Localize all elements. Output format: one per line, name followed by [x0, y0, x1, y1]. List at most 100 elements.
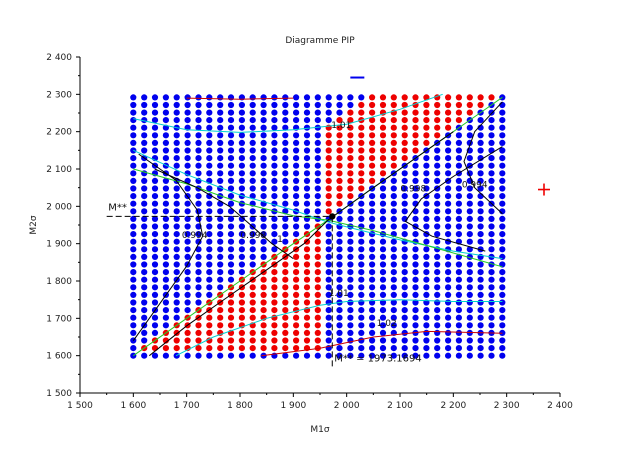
grid-point [488, 208, 495, 215]
grid-point [238, 314, 245, 321]
grid-point [423, 345, 430, 352]
grid-point [379, 345, 387, 352]
grid-point [477, 177, 484, 184]
grid-point [184, 223, 191, 230]
grid-point [217, 269, 224, 276]
grid-point [130, 177, 137, 184]
grid-point [423, 101, 430, 109]
grid-point [282, 193, 289, 200]
grid-point [423, 337, 430, 344]
grid-point [488, 177, 495, 184]
grid-point [249, 132, 256, 139]
grid-point [401, 124, 408, 131]
contour-line [186, 97, 294, 100]
grid-point [369, 139, 376, 146]
grid-point [314, 139, 321, 146]
grid-point [466, 307, 473, 314]
grid-point [314, 352, 321, 359]
grid-point [238, 170, 245, 177]
grid-point [369, 345, 376, 352]
grid-point [423, 117, 430, 124]
grid-point [184, 109, 191, 116]
grid-point [347, 299, 354, 306]
grid-point [477, 269, 484, 276]
grid-point [369, 284, 376, 291]
grid-point [249, 314, 256, 321]
grid-point [347, 193, 354, 200]
grid-point [423, 155, 430, 162]
grid-point [206, 155, 213, 162]
grid-point [336, 231, 343, 238]
grid-point [195, 170, 202, 177]
grid-point [260, 101, 267, 109]
grid-point [434, 299, 441, 306]
x-tick-label: 1 500 [67, 401, 93, 411]
grid-point [412, 299, 419, 306]
grid-point [238, 352, 245, 359]
grid-point [390, 246, 397, 253]
grid-point [412, 261, 419, 268]
grid-point [293, 170, 300, 177]
grid-point [412, 117, 419, 124]
grid-point [325, 223, 332, 230]
grid-point [293, 337, 300, 344]
contour-line [132, 153, 204, 341]
grid-point [466, 124, 473, 131]
grid-point [401, 284, 408, 291]
grid-point [401, 337, 408, 344]
grid-point [369, 193, 376, 200]
grid-point [488, 109, 495, 116]
grid-point [488, 246, 495, 253]
grid-point [195, 124, 202, 131]
grid-point [466, 314, 473, 321]
grid-point [488, 314, 495, 321]
grid-point [195, 261, 202, 268]
grid-point [325, 147, 332, 154]
grid-point [173, 139, 180, 146]
grid-point [477, 155, 484, 162]
grid-point [173, 261, 180, 268]
grid-point [488, 132, 495, 139]
grid-point [195, 94, 202, 101]
grid-point [162, 177, 169, 184]
grid-point [325, 139, 332, 146]
grid-point [445, 231, 452, 238]
grid-point [151, 253, 159, 260]
grid-point [358, 322, 365, 329]
grid-point [162, 117, 169, 124]
contour-label: 0.998 [240, 231, 266, 241]
grid-point [184, 208, 191, 215]
grid-point [325, 253, 332, 260]
grid-point [445, 139, 452, 146]
grid-point [434, 170, 441, 177]
grid-point [445, 215, 452, 222]
grid-point [390, 269, 397, 276]
grid-point [412, 284, 419, 291]
grid-point [206, 208, 213, 215]
grid-point [455, 208, 462, 215]
grid-point [412, 94, 419, 101]
grid-point [249, 345, 256, 352]
grid-point [195, 117, 202, 124]
grid-point [401, 193, 408, 200]
grid-point [303, 238, 311, 245]
grid-point [130, 284, 137, 291]
grid-point [206, 261, 213, 268]
m-star-value: M** = 1973.1694 [334, 353, 421, 364]
grid-point [434, 352, 441, 359]
grid-point [282, 307, 289, 314]
grid-point [184, 185, 191, 192]
grid-point [227, 109, 235, 116]
grid-point [314, 94, 321, 101]
x-tick-label: 2 000 [334, 401, 360, 411]
grid-point [249, 284, 256, 291]
grid-points [130, 94, 506, 359]
grid-point [499, 299, 506, 306]
grid-point [379, 155, 387, 162]
grid-point [130, 124, 137, 131]
grid-point [412, 185, 419, 192]
grid-point [151, 109, 159, 116]
grid-point [358, 284, 365, 291]
contour-line [404, 146, 503, 252]
grid-point [401, 117, 408, 124]
